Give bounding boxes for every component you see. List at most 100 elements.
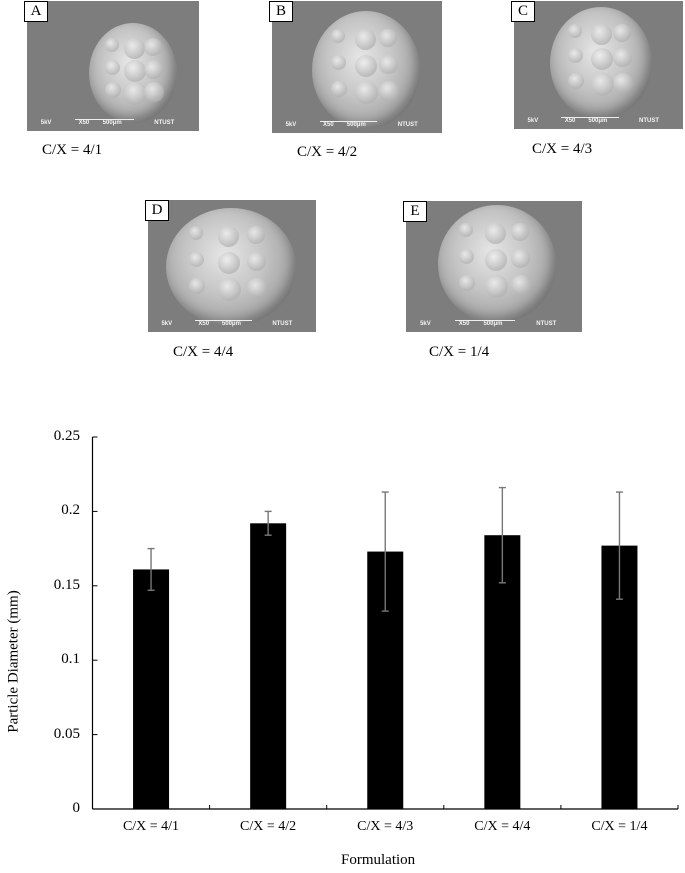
particle-texture [485, 274, 509, 298]
particle-texture [246, 251, 266, 271]
particle-texture [189, 251, 205, 267]
particle-texture [568, 48, 584, 64]
scale-bar [195, 320, 253, 321]
particle-texture [590, 23, 612, 45]
bar [250, 523, 287, 809]
particle-texture [124, 60, 147, 82]
sem-image-a: 5kV X50 500μm NTUST [27, 1, 199, 131]
particle-texture [189, 277, 206, 294]
sem-mag: X50 [458, 321, 470, 327]
y-tick-label: 0.25 [53, 428, 80, 444]
panel-label-d: D [145, 200, 169, 221]
sem-info-bar: 5kV X50 500μm NTUST [406, 320, 582, 330]
x-tick-label: C/X = 4/3 [357, 819, 414, 834]
panel-caption: C/X = 4/4 [173, 344, 234, 360]
scale-bar [561, 117, 619, 118]
particle-texture [143, 38, 162, 56]
particle-texture [218, 277, 241, 301]
sem-mag: X50 [198, 321, 210, 327]
sem-kv: 5kV [527, 118, 539, 124]
sem-image-b: 5kV X50 500μm NTUST [272, 1, 442, 133]
x-tick-label: C/X = 4/2 [240, 819, 297, 834]
y-tick-label: 0.1 [61, 651, 80, 668]
chart-plot-area [91, 436, 679, 810]
sem-scale: 500μm [102, 120, 122, 126]
particle-texture [378, 80, 399, 101]
sem-lab: NTUST [272, 321, 293, 327]
particle-texture [189, 225, 204, 240]
sem-mag: X50 [323, 122, 334, 128]
sem-kv: 5kV [161, 321, 173, 327]
y-tick-label: 0.2 [61, 502, 80, 519]
particle-texture [511, 274, 532, 295]
particle-texture [124, 38, 146, 59]
sem-lab: NTUST [639, 118, 660, 124]
particle-texture [218, 225, 239, 247]
scale-bar [75, 119, 134, 120]
x-tick-label: C/X = 4/1 [122, 819, 180, 834]
sem-lab: NTUST [536, 321, 557, 327]
sem-scale: 500μm [483, 321, 503, 327]
particle-texture [246, 277, 267, 298]
sem-lab: NTUST [397, 122, 418, 128]
particle-texture [355, 80, 379, 104]
particle-texture [124, 82, 148, 105]
particle-texture [511, 248, 531, 268]
particle-texture [246, 225, 265, 244]
sem-info-bar: 5kV X50 500μm NTUST [514, 117, 683, 127]
particle-texture [355, 54, 378, 77]
y-tick-label: 0.15 [53, 576, 80, 593]
particle-texture [613, 23, 632, 42]
panel-label-b: B [269, 1, 293, 22]
sem-kv: 5kV [420, 321, 431, 327]
particle-texture [143, 60, 163, 79]
particle-texture [104, 38, 119, 52]
particle-texture [331, 54, 347, 70]
y-tick-label: 0 [72, 800, 81, 816]
particle-texture [485, 222, 507, 244]
particle-texture [613, 73, 634, 94]
particle-texture [143, 82, 164, 102]
particle-texture [331, 28, 346, 43]
panel-caption: C/X = 4/3 [532, 141, 593, 157]
panel-label-c: C [511, 1, 535, 22]
particle-texture [459, 248, 475, 264]
x-tick-label: C/X = 1/4 [591, 819, 648, 834]
y-tick-label: 0.05 [53, 725, 80, 742]
particle-texture [459, 222, 474, 237]
particle-texture [511, 222, 530, 241]
particle-texture [459, 274, 476, 291]
particle-texture [378, 54, 398, 74]
particle-texture [355, 28, 377, 50]
sem-mag: X50 [78, 120, 90, 126]
particle-texture [590, 48, 613, 71]
sem-scale: 500μm [346, 122, 366, 128]
sem-info-bar: 5kV X50 500μm NTUST [27, 119, 199, 129]
sem-image-d: 5kV X50 500μm NTUST [148, 200, 316, 332]
particle-texture [104, 60, 120, 75]
particle-texture [485, 248, 508, 271]
particle-texture [568, 73, 585, 90]
particle-texture [331, 80, 348, 97]
y-axis-label: Particle Diameter (mm) [5, 590, 22, 733]
sem-lab: NTUST [154, 120, 175, 126]
particle-texture [104, 82, 121, 98]
panel-caption: C/X = 4/2 [297, 144, 358, 160]
particle-texture [590, 73, 614, 97]
panel-caption: C/X = 4/1 [42, 142, 103, 158]
sem-info-bar: 5kV X50 500μm NTUST [148, 320, 316, 330]
sem-kv: 5kV [40, 120, 52, 126]
sem-mag: X50 [564, 118, 576, 124]
panel-label-a: A [24, 1, 48, 22]
particle-texture [218, 251, 240, 274]
scale-bar [455, 320, 516, 321]
bar [133, 569, 170, 809]
panel-label-e: E [403, 201, 427, 222]
particle-texture [613, 48, 633, 68]
sem-image-e: 5kV X50 500μm NTUST [406, 201, 582, 332]
sem-scale: 500μm [588, 118, 608, 124]
x-tick-label: C/X = 4/4 [474, 819, 531, 834]
sem-info-bar: 5kV X50 500μm NTUST [272, 121, 442, 131]
particle-texture [568, 23, 583, 38]
scale-bar [319, 121, 378, 122]
